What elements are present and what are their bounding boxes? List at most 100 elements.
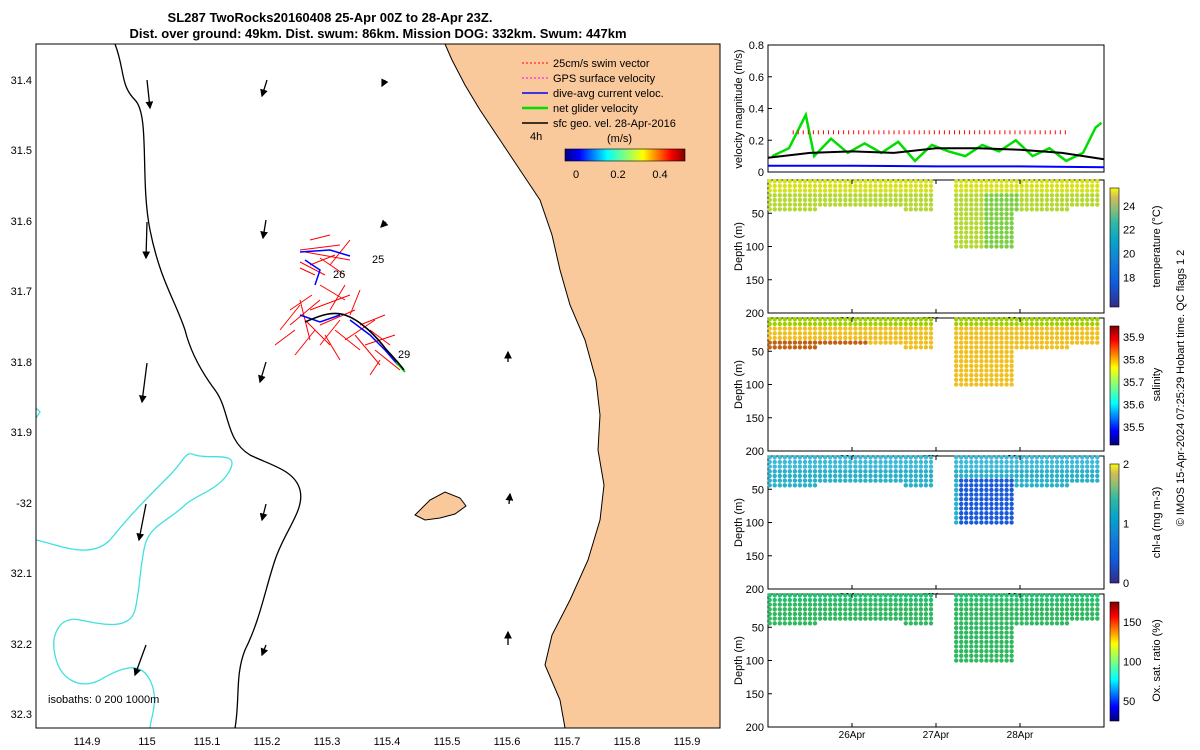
profile-dot xyxy=(802,469,808,474)
profile-dot xyxy=(1064,317,1070,322)
profile-dot xyxy=(1080,611,1085,617)
profile-dot xyxy=(777,597,782,603)
profile-dot xyxy=(863,335,868,341)
profile-dot xyxy=(893,335,898,341)
profile-dot xyxy=(1064,207,1070,212)
profile-dot xyxy=(994,492,999,497)
profile-dot xyxy=(1029,473,1035,479)
profile-dot xyxy=(954,188,959,193)
profile-dot xyxy=(1095,188,1100,193)
profile-dot xyxy=(1059,331,1065,336)
sfc-arrow xyxy=(142,221,151,260)
profile-dot xyxy=(969,221,974,226)
profile-dot xyxy=(913,621,918,626)
profile-dot xyxy=(812,345,818,350)
profile-dot xyxy=(863,611,868,617)
profile-dot xyxy=(928,478,934,483)
profile-dot xyxy=(878,183,883,189)
map-xtick: 115.4 xyxy=(374,736,401,748)
profile-dot xyxy=(1064,183,1070,189)
profile-dot xyxy=(989,639,994,645)
profile-dot xyxy=(1034,317,1040,322)
profile-dot xyxy=(1029,611,1035,617)
profile-dot xyxy=(1085,331,1090,336)
profile-dot xyxy=(984,607,989,612)
profile-dot xyxy=(838,473,843,479)
profile-dot xyxy=(923,321,929,327)
profile-dot xyxy=(979,602,984,607)
profile-dot xyxy=(1029,621,1035,626)
profile-dot xyxy=(984,520,989,525)
profile-dot xyxy=(1064,611,1070,617)
profile-dot xyxy=(1090,335,1095,341)
profile-dot xyxy=(797,197,803,203)
profile-dot xyxy=(1029,207,1035,212)
profile-dot xyxy=(1009,359,1014,364)
profile-dot xyxy=(913,607,918,612)
profile-dot xyxy=(908,326,913,331)
profile-dot xyxy=(802,345,808,350)
profile-dot xyxy=(908,331,913,336)
profile-dot xyxy=(883,340,888,345)
profile-dot xyxy=(994,216,999,221)
profile-dot xyxy=(777,473,782,479)
profile-dot xyxy=(858,597,863,603)
profile-dot xyxy=(1014,593,1019,598)
profile-dot xyxy=(959,464,964,469)
profile-dot xyxy=(999,197,1004,203)
profile-dot xyxy=(1004,373,1009,378)
profile-dot xyxy=(1004,473,1009,479)
profile-dot xyxy=(928,188,934,193)
profile-dot xyxy=(1019,326,1024,331)
profile-dot xyxy=(1049,597,1055,603)
profile-dot xyxy=(908,459,913,465)
profile-dot xyxy=(767,455,772,460)
profile-dot xyxy=(923,326,929,331)
profile-dot xyxy=(1054,326,1060,331)
profile-dot xyxy=(969,635,974,640)
profile-dot xyxy=(1090,611,1095,617)
profile-dot xyxy=(883,616,888,621)
profile-dot xyxy=(822,331,828,336)
profile-dot xyxy=(913,597,918,603)
profile-dot xyxy=(923,473,929,479)
profile-dot xyxy=(1029,321,1035,327)
profile-dot xyxy=(1074,188,1080,193)
profile-dot xyxy=(989,478,994,483)
profile-dot xyxy=(822,607,828,612)
profile-dot xyxy=(974,621,979,626)
profile-dot xyxy=(863,193,868,198)
profile-dot xyxy=(959,244,964,249)
profile-dot xyxy=(999,597,1004,603)
profile-dot xyxy=(802,321,808,327)
map-xtick: 115 xyxy=(138,736,156,748)
profile-dot xyxy=(923,478,929,483)
profile-dot xyxy=(1029,607,1035,612)
profile-dot xyxy=(969,373,974,378)
profile-dot xyxy=(853,478,858,483)
profile-dot xyxy=(772,202,777,207)
profile-dot xyxy=(979,611,984,617)
profile-dot xyxy=(1039,340,1045,345)
profile-dot xyxy=(994,183,999,189)
profile-dot xyxy=(994,478,999,483)
profile-dot xyxy=(1004,188,1009,193)
profile-dot xyxy=(928,621,934,626)
profile-dot xyxy=(1085,459,1090,465)
profile-dot xyxy=(833,616,838,621)
profile-dot xyxy=(853,317,858,322)
profile-dot xyxy=(1090,616,1095,621)
legend-label-net: net glider velocity xyxy=(553,103,638,115)
profile-dot xyxy=(1019,345,1024,350)
salinity-colorbar-tick: 35.7 xyxy=(1123,377,1144,389)
profile-dot xyxy=(1090,331,1095,336)
profile-dot xyxy=(838,607,843,612)
profile-dot xyxy=(964,658,969,663)
profile-dot xyxy=(984,345,989,350)
profile-dot xyxy=(1004,207,1009,212)
profile-dot xyxy=(959,607,964,612)
profile-dot xyxy=(999,359,1004,364)
profile-dot xyxy=(923,197,929,203)
profile-dot xyxy=(954,611,959,617)
profile-dot xyxy=(974,235,979,240)
